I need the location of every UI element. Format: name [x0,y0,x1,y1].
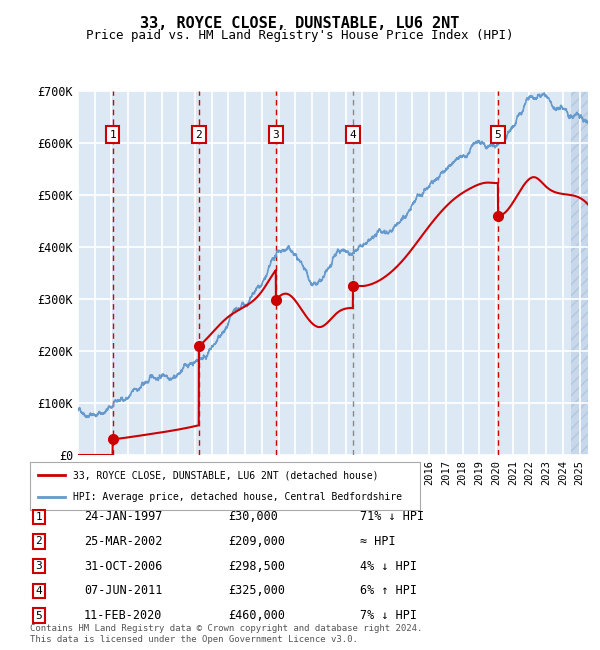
Text: 2: 2 [35,536,43,547]
Text: 33, ROYCE CLOSE, DUNSTABLE, LU6 2NT: 33, ROYCE CLOSE, DUNSTABLE, LU6 2NT [140,16,460,31]
Text: 1: 1 [109,130,116,140]
Text: 6% ↑ HPI: 6% ↑ HPI [360,584,417,597]
Text: 7% ↓ HPI: 7% ↓ HPI [360,609,417,622]
Text: £30,000: £30,000 [228,510,278,523]
Text: 1: 1 [35,512,43,522]
Text: 07-JUN-2011: 07-JUN-2011 [84,584,163,597]
Bar [571,91,588,455]
Text: 5: 5 [35,610,43,621]
Text: 4% ↓ HPI: 4% ↓ HPI [360,560,417,573]
Text: ≈ HPI: ≈ HPI [360,535,395,548]
Text: 11-FEB-2020: 11-FEB-2020 [84,609,163,622]
Text: 71% ↓ HPI: 71% ↓ HPI [360,510,424,523]
Text: £298,500: £298,500 [228,560,285,573]
Text: 4: 4 [35,586,43,596]
Text: £325,000: £325,000 [228,584,285,597]
Text: 5: 5 [494,130,502,140]
Text: 3: 3 [35,561,43,571]
Text: Price paid vs. HM Land Registry's House Price Index (HPI): Price paid vs. HM Land Registry's House … [86,29,514,42]
Text: 4: 4 [350,130,356,140]
Text: 3: 3 [272,130,279,140]
Text: 24-JAN-1997: 24-JAN-1997 [84,510,163,523]
Text: 25-MAR-2002: 25-MAR-2002 [84,535,163,548]
Text: £209,000: £209,000 [228,535,285,548]
Text: 31-OCT-2006: 31-OCT-2006 [84,560,163,573]
Text: 33, ROYCE CLOSE, DUNSTABLE, LU6 2NT (detached house): 33, ROYCE CLOSE, DUNSTABLE, LU6 2NT (det… [73,470,379,480]
Text: £460,000: £460,000 [228,609,285,622]
Text: Contains HM Land Registry data © Crown copyright and database right 2024.
This d: Contains HM Land Registry data © Crown c… [30,624,422,644]
Text: 2: 2 [196,130,202,140]
Text: HPI: Average price, detached house, Central Bedfordshire: HPI: Average price, detached house, Cent… [73,491,402,502]
